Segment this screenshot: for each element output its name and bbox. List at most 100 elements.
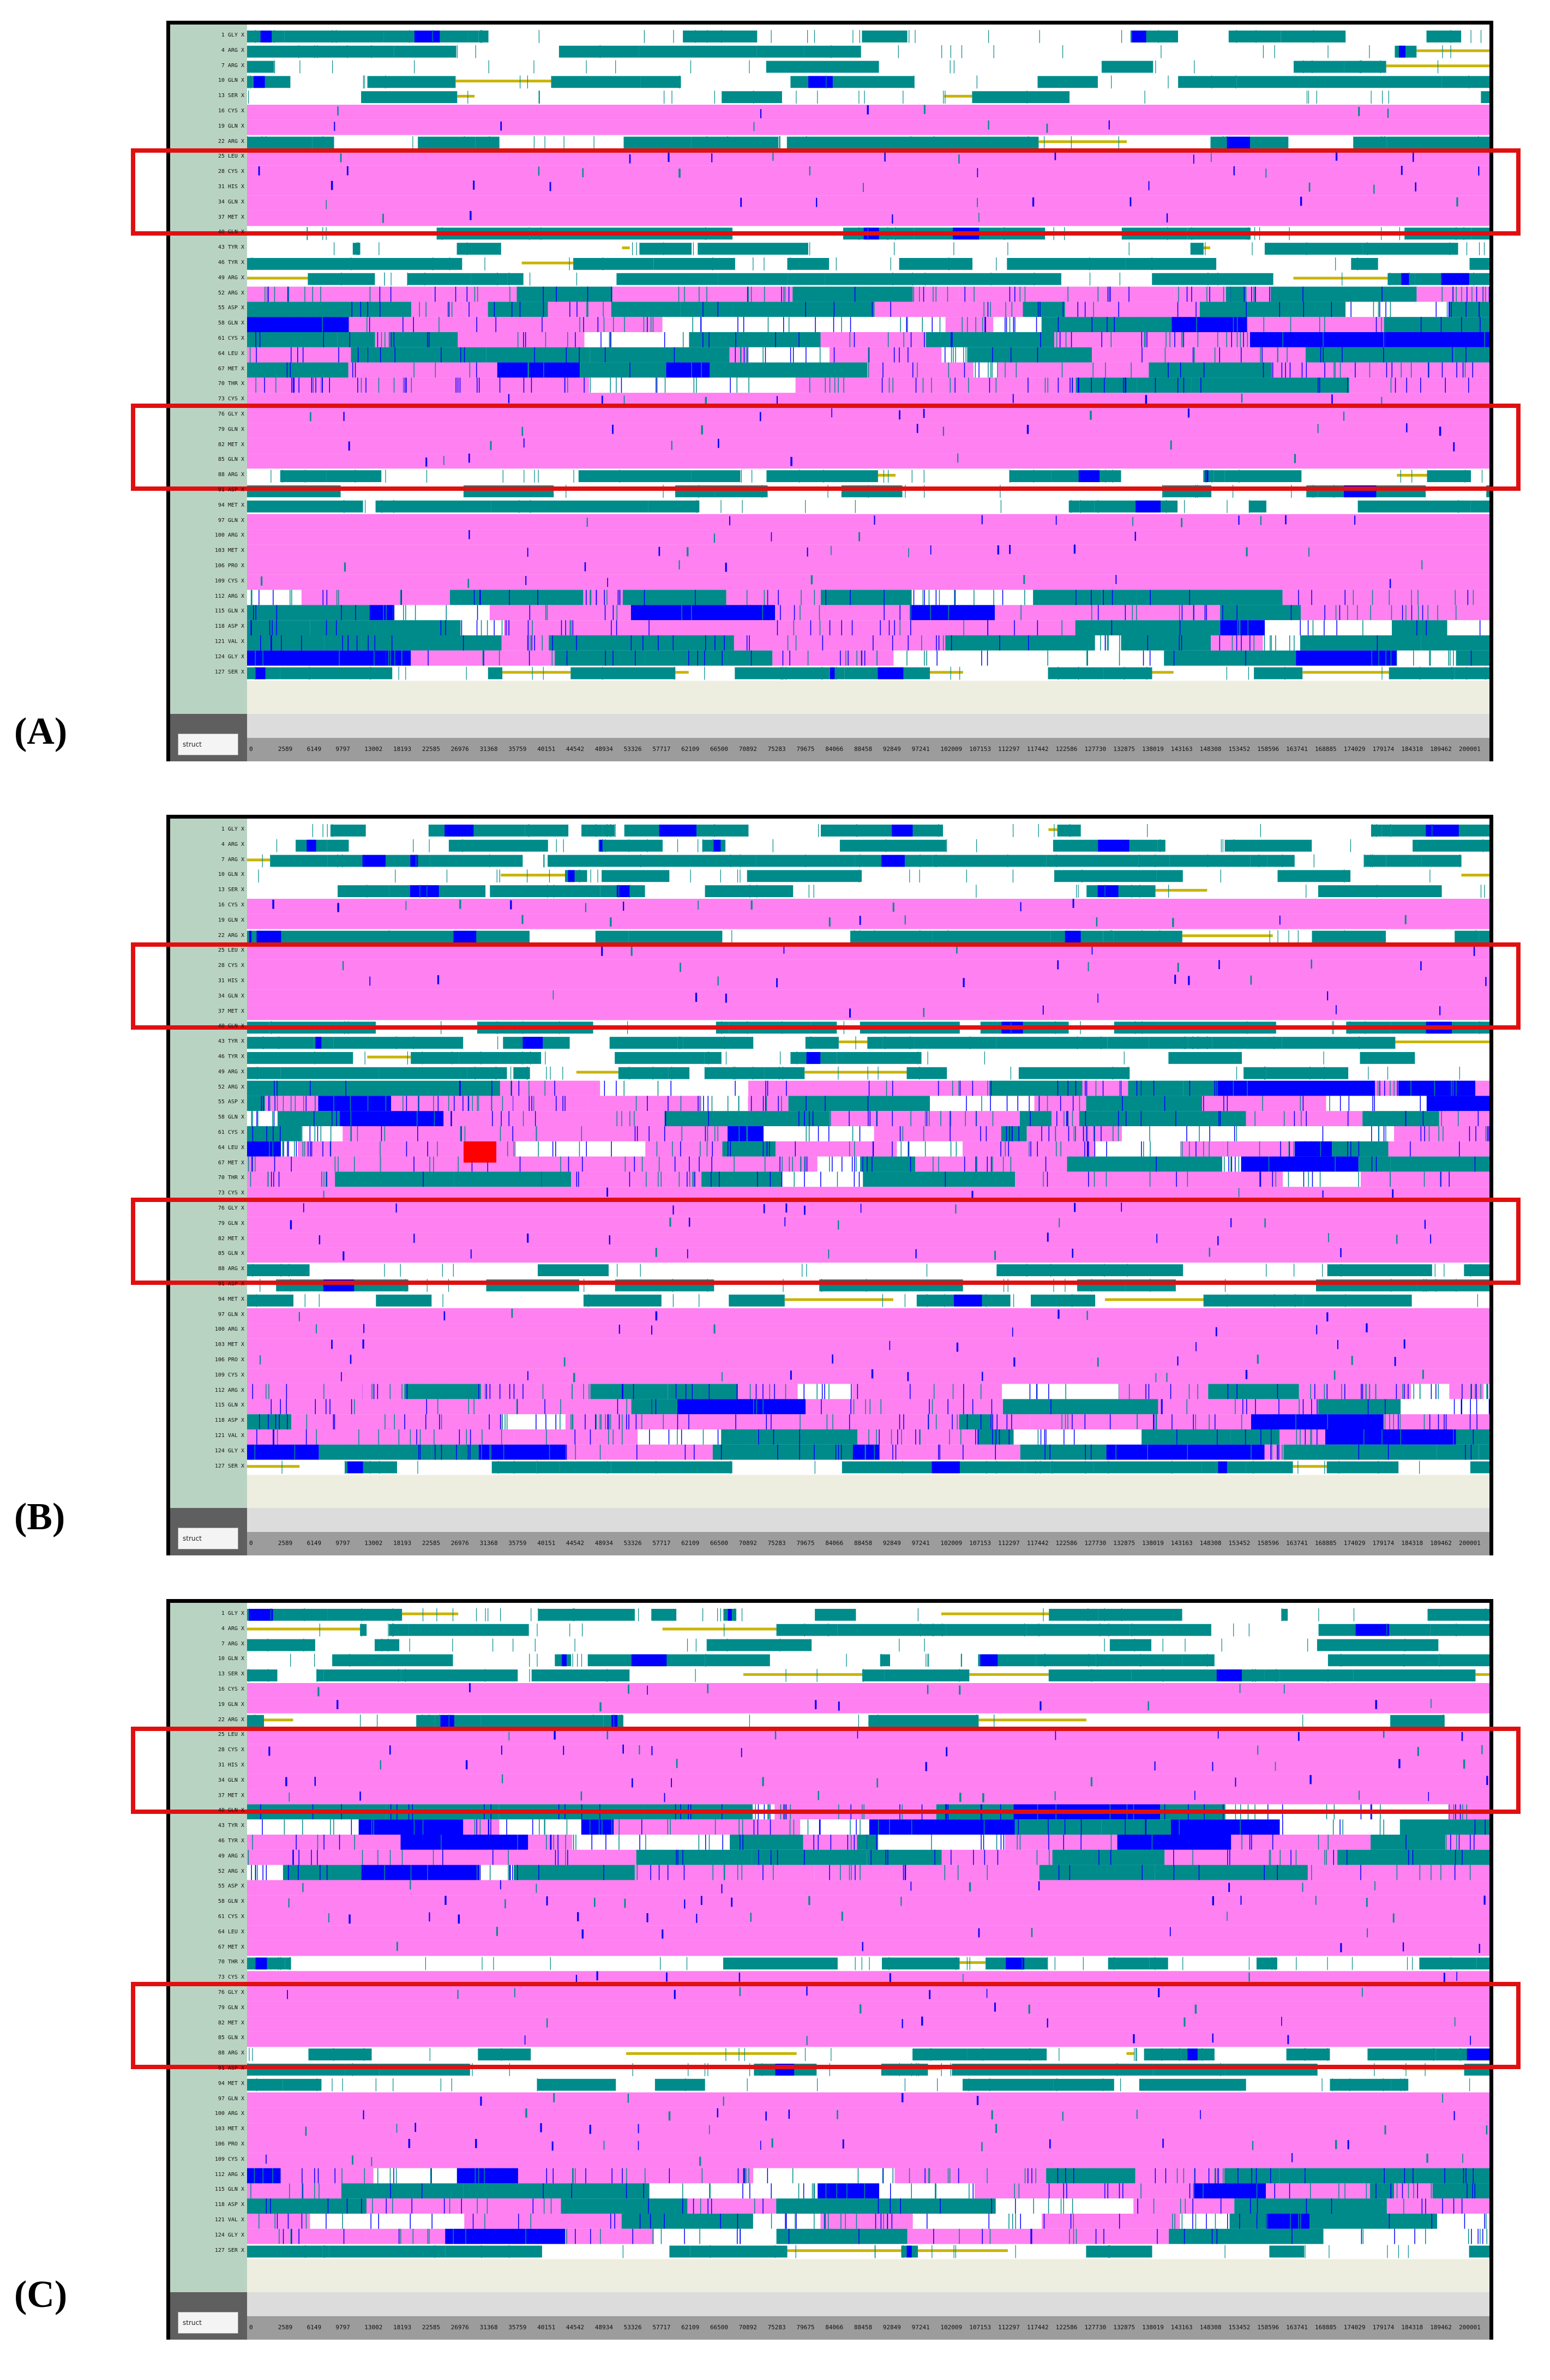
frame-tick-label: 22585 [422, 746, 440, 753]
turn-segment [280, 1067, 379, 1079]
turn-segment [411, 1052, 459, 1064]
frame-tick-label: 122586 [1055, 2324, 1078, 2331]
frame-tick-label: 143163 [1170, 2324, 1193, 2331]
helix-segment [1030, 1414, 1121, 1429]
turn-segment [578, 470, 692, 482]
turn-segment [921, 2048, 968, 2060]
turn-segment [459, 1052, 542, 1064]
turn-segment [635, 635, 734, 651]
helix-segment [247, 2123, 1489, 2138]
turn-segment [580, 362, 666, 378]
residue-label: 7 ARG X [221, 856, 244, 863]
helix-segment [247, 529, 1489, 545]
helix-segment [566, 620, 692, 635]
bridge-segment [1461, 874, 1489, 877]
frame-tick-label: 57717 [652, 1540, 671, 1547]
turn-segment [1357, 500, 1471, 513]
residue-label: 34 GLN X [218, 199, 244, 205]
secondary-structure-plot [247, 1608, 1489, 2292]
turn-segment [906, 1067, 947, 1079]
turn-segment [621, 2214, 753, 2229]
residue-label: 46 TYR X [218, 1838, 244, 1844]
turn-segment [723, 1957, 838, 1970]
bridge-segment [1182, 934, 1273, 937]
turn-segment [1101, 61, 1154, 73]
frame-tick-label: 84066 [825, 1540, 844, 1547]
turn-segment [1421, 635, 1489, 651]
turn-segment [1269, 2245, 1305, 2258]
helix-segment [443, 1111, 535, 1126]
helix-segment [247, 2001, 1489, 2017]
bridge-segment [1293, 277, 1388, 280]
turn-segment [376, 1294, 432, 1307]
turn-segment [431, 1444, 460, 1460]
turn-segment [1430, 1624, 1489, 1636]
turn-segment [712, 1444, 836, 1460]
bridge-segment [367, 1055, 411, 1059]
turn-segment [538, 1264, 609, 1276]
turn-segment [776, 2198, 898, 2214]
residue-label: 118 ASP X [214, 623, 244, 630]
frame-tick-label: 153452 [1228, 746, 1251, 753]
helix-segment [915, 1156, 980, 1172]
turn-segment [428, 825, 525, 837]
frame-tick-label: 168885 [1314, 1540, 1337, 1547]
turn-segment [1358, 1156, 1391, 1172]
turn-segment [1381, 825, 1391, 837]
frame-tick-label: 179174 [1372, 746, 1395, 753]
helix-segment [481, 317, 610, 332]
frame-tick-label: 79675 [796, 1540, 815, 1547]
turn-segment [1413, 839, 1489, 852]
turn-segment [1130, 1624, 1211, 1636]
helix-segment [473, 1096, 514, 1111]
residue-label: 91 ASP X [218, 2065, 244, 2071]
turn-segment [1128, 1080, 1183, 1096]
residue-label: 94 MET X [218, 502, 244, 508]
residue-label: 31 HIS X [218, 978, 244, 984]
helix-segment [247, 1698, 1489, 1714]
turn-segment [683, 1037, 754, 1049]
frame-tick-label: 9797 [335, 746, 350, 753]
struct-selector[interactable]: struct [178, 734, 238, 755]
residue-label: 49 ARG X [218, 1068, 244, 1075]
turn-segment [730, 1835, 803, 1850]
turn-segment [247, 45, 313, 58]
helix-segment [247, 1759, 1489, 1774]
frame-tick-label: 48934 [594, 746, 613, 753]
helix-segment [1307, 1865, 1447, 1880]
frame-tick-label: 102009 [940, 746, 963, 753]
turn-segment [1046, 855, 1139, 867]
turn-segment [555, 650, 645, 666]
helix-segment [907, 2228, 1043, 2244]
struct-selector[interactable]: struct [178, 2312, 238, 2334]
turn-segment [1470, 500, 1489, 513]
frame-tick-label: 48934 [594, 2324, 613, 2331]
turn-segment [1121, 635, 1211, 651]
turn-segment [404, 1037, 464, 1049]
frame-tick-label: 75283 [767, 1540, 786, 1547]
residue-label: 58 GLN X [218, 320, 244, 327]
turn-segment [1264, 1669, 1280, 1681]
helix-segment [247, 377, 296, 393]
helix-segment [247, 1308, 1489, 1324]
residue-label: 112 ARG X [214, 2171, 244, 2178]
helix-segment [671, 1171, 702, 1187]
helix-segment [1152, 605, 1221, 621]
residue-label: 100 ARG X [214, 532, 244, 539]
turn-segment [1426, 31, 1462, 43]
turn-segment [573, 258, 654, 270]
highlight-box-lower [131, 404, 1521, 491]
struct-selector[interactable]: struct [178, 1528, 238, 1549]
frame-tick-label: 26976 [450, 1540, 469, 1547]
helix-segment [1220, 332, 1251, 347]
helix-segment [1015, 1171, 1165, 1187]
turn-segment [756, 45, 804, 58]
helix-segment [247, 1368, 1489, 1384]
frame-tick-label: 117442 [1026, 746, 1049, 753]
residue-label: 82 MET X [218, 441, 244, 448]
turn-segment [1286, 2048, 1330, 2060]
turn-segment [1002, 1399, 1158, 1415]
frame-tick-label: 57717 [652, 2324, 671, 2331]
helix-segment [247, 1789, 1489, 1805]
turn-segment [285, 1957, 291, 1970]
